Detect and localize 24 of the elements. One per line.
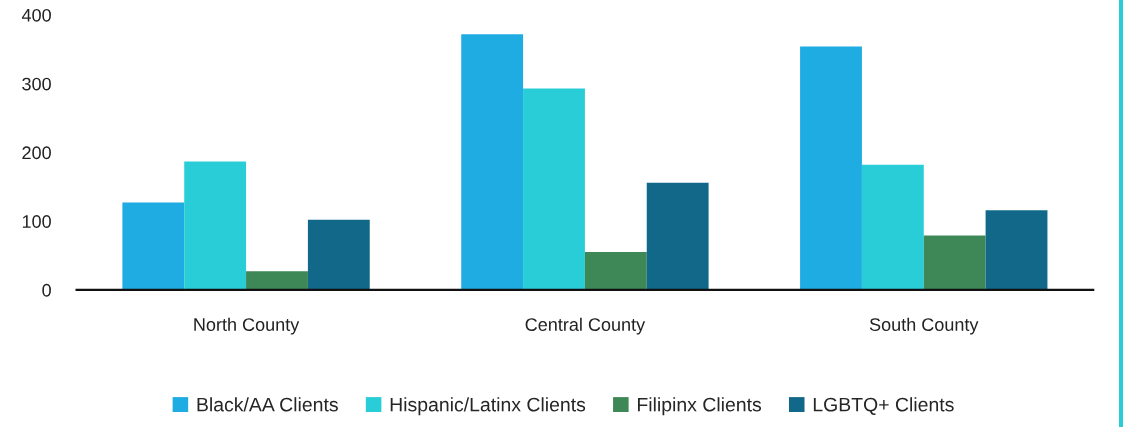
y-tick-label: 200 <box>22 146 51 160</box>
y-tick-label: 400 <box>21 8 51 22</box>
y-tick-label: 0 <box>42 283 51 297</box>
y-tick-label: 100 <box>22 215 51 228</box>
legend-label: Hispanic/Latinx Clients <box>390 397 586 416</box>
bar <box>923 235 986 290</box>
x-tick-label: South County <box>869 317 979 335</box>
bar <box>584 252 647 290</box>
bar <box>184 161 247 290</box>
legend-label: Black/AA Clients <box>197 397 338 412</box>
bar <box>800 46 862 290</box>
bar <box>985 210 1048 290</box>
bar <box>461 34 524 290</box>
legend-label: Filipinx Clients <box>637 397 762 416</box>
legend-label: LGBTQ+ Clients <box>813 397 954 415</box>
y-tick-label: 300 <box>22 77 51 91</box>
bar <box>646 182 709 290</box>
bar <box>122 202 185 290</box>
bar <box>523 88 585 290</box>
x-tick-label: Central County <box>525 317 646 335</box>
bar <box>861 164 924 290</box>
bar <box>307 219 370 290</box>
bar <box>246 271 308 290</box>
x-tick-label: North County <box>194 317 300 335</box>
